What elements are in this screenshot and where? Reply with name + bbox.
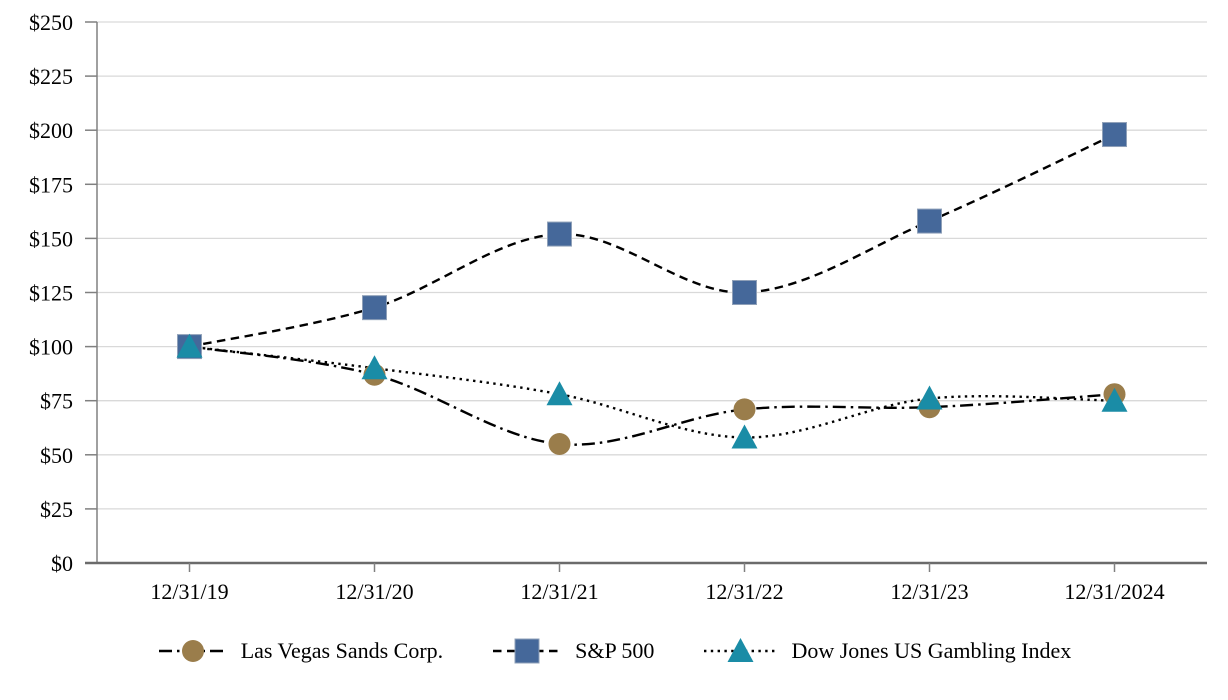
legend-label-las-vegas-sands: Las Vegas Sands Corp. — [240, 638, 444, 663]
marker-dow-jones-us-gambling-index — [731, 424, 758, 449]
x-tick-label: 12/31/19 — [150, 579, 228, 604]
y-tick-label: $225 — [29, 64, 73, 89]
marker-s-p-500 — [547, 221, 572, 247]
y-tick-label: $175 — [29, 172, 73, 197]
x-tick-label: 12/31/21 — [520, 579, 598, 604]
y-tick-label: $150 — [29, 226, 73, 251]
legend: Las Vegas Sands Corp. S&P 500 Dow Jones … — [0, 636, 1228, 666]
y-tick-label: $0 — [51, 551, 73, 576]
marker-s-p-500 — [917, 208, 942, 234]
y-tick-label: $50 — [40, 443, 73, 468]
legend-sample-marker-dow-jones-us-gambling-index — [727, 638, 754, 662]
series-line-las-vegas-sands-corp — [189, 345, 1115, 446]
legend-label-sp500: S&P 500 — [575, 638, 655, 663]
series-lines — [189, 133, 1116, 446]
series-markers — [176, 122, 1128, 455]
y-tick-label: $200 — [29, 118, 73, 143]
x-tick-label: 12/31/20 — [335, 579, 413, 604]
legend-marker-dow-jones-gambling-icon — [704, 638, 778, 662]
legend-sample-marker-las-vegas-sands-corp — [181, 640, 204, 662]
axis-labels: $0 $25 $50 $75 $100 $125 $150 $175 $200 $225 $250 1… — [29, 10, 1165, 604]
legend-item-sp500: S&P 500 — [491, 636, 654, 666]
legend-sample-marker-s-p-500 — [514, 638, 540, 664]
marker-dow-jones-us-gambling-index — [916, 385, 943, 410]
axes — [85, 21, 1207, 572]
marker-s-p-500 — [362, 295, 387, 321]
legend-item-dow-jones-gambling: Dow Jones US Gambling Index — [702, 636, 1071, 666]
legend-item-las-vegas-sands: Las Vegas Sands Corp. — [157, 636, 443, 666]
legend-marker-las-vegas-sands-icon — [158, 640, 227, 662]
marker-las-vegas-sands-corp — [548, 432, 571, 455]
gridlines — [97, 21, 1207, 510]
y-tick-label: $25 — [40, 497, 73, 522]
x-tick-label: 12/31/2024 — [1064, 579, 1164, 604]
legend-marker-sp500-icon — [493, 638, 562, 664]
stock-performance-chart: $0 $25 $50 $75 $100 $125 $150 $175 $200 $225 $250 1… — [29, 10, 1207, 604]
marker-dow-jones-us-gambling-index — [176, 333, 203, 358]
marker-s-p-500 — [732, 280, 757, 305]
y-tick-label: $75 — [40, 389, 73, 414]
x-tick-label: 12/31/22 — [705, 579, 783, 604]
marker-dow-jones-us-gambling-index — [1101, 387, 1128, 412]
y-tick-label: $250 — [29, 10, 73, 35]
y-tick-label: $125 — [29, 281, 73, 306]
series-line-s-p-500 — [189, 133, 1116, 348]
x-tick-label: 12/31/23 — [890, 579, 968, 604]
marker-s-p-500 — [1102, 122, 1127, 148]
marker-dow-jones-us-gambling-index — [546, 381, 573, 406]
series-line-dow-jones-us-gambling-index — [189, 345, 1115, 439]
marker-dow-jones-us-gambling-index — [361, 355, 388, 380]
legend-label-dow-jones-gambling: Dow Jones US Gambling Index — [791, 638, 1072, 663]
y-tick-label: $100 — [29, 335, 73, 360]
marker-las-vegas-sands-corp — [733, 398, 756, 421]
